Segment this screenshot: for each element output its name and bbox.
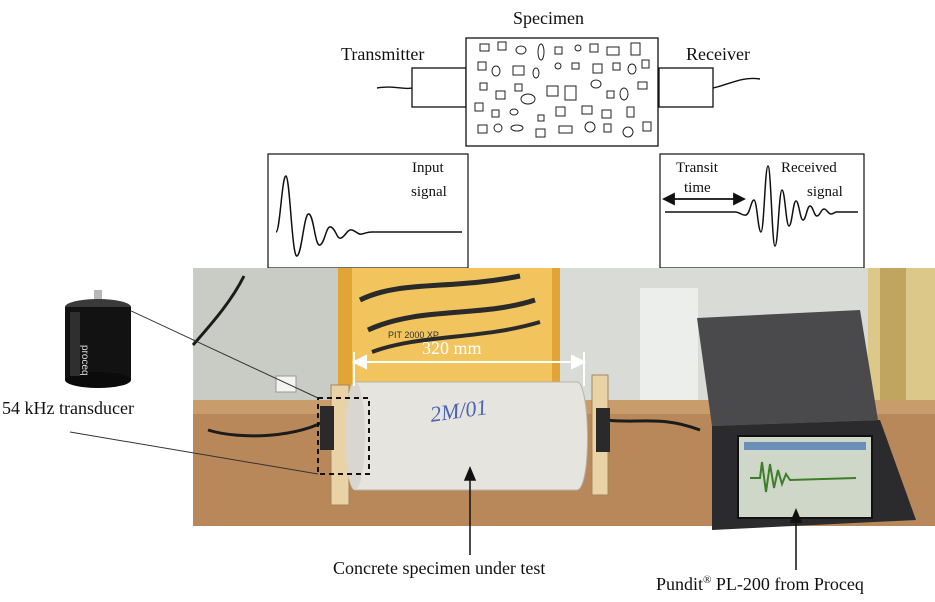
input-waveform — [275, 175, 462, 257]
leader-line-top — [111, 301, 319, 399]
input-signal-line2: signal — [411, 184, 447, 200]
specimen-caption: Concrete specimen under test — [333, 558, 546, 578]
specimen-label: Specimen — [513, 8, 584, 28]
transmitter-box — [411, 67, 467, 108]
device-badge: PIT 2000 XP — [388, 330, 439, 340]
length-label: 320 mm — [422, 338, 482, 358]
transducer-brand: proceq — [79, 345, 90, 376]
transducer-image — [65, 290, 131, 388]
received-label-line1: Received — [781, 160, 837, 176]
pundit-lid — [697, 310, 878, 426]
left-transducer — [320, 406, 334, 450]
receiver-cable — [712, 77, 761, 89]
receiver-label: Receiver — [686, 44, 750, 64]
transit-label-line1: Transit — [676, 160, 718, 176]
transmitter-cable — [376, 86, 413, 90]
transmitter-label: Transmitter — [341, 44, 425, 64]
transit-time-arrow — [661, 192, 747, 206]
leader-line-bottom — [69, 431, 319, 475]
dimension-arrow — [351, 352, 587, 386]
caption-arrows — [463, 466, 803, 570]
input-signal-panel — [267, 153, 469, 269]
received-signal-panel — [659, 153, 865, 269]
lab-photo — [191, 268, 935, 530]
device-caption: Pundit® PL-200 from Proceq — [656, 574, 864, 594]
transducer-highlight-box — [317, 397, 370, 475]
transit-label-line2: time — [684, 180, 711, 196]
received-waveform — [665, 165, 858, 247]
transducer-label: 54 kHz transducer — [2, 398, 134, 418]
aggregate-pattern — [474, 41, 652, 138]
specimen-block — [465, 37, 659, 147]
right-transducer — [596, 408, 610, 452]
input-signal-line1: Input — [412, 160, 444, 176]
receiver-box — [658, 67, 714, 108]
received-label-line2: signal — [807, 184, 843, 200]
